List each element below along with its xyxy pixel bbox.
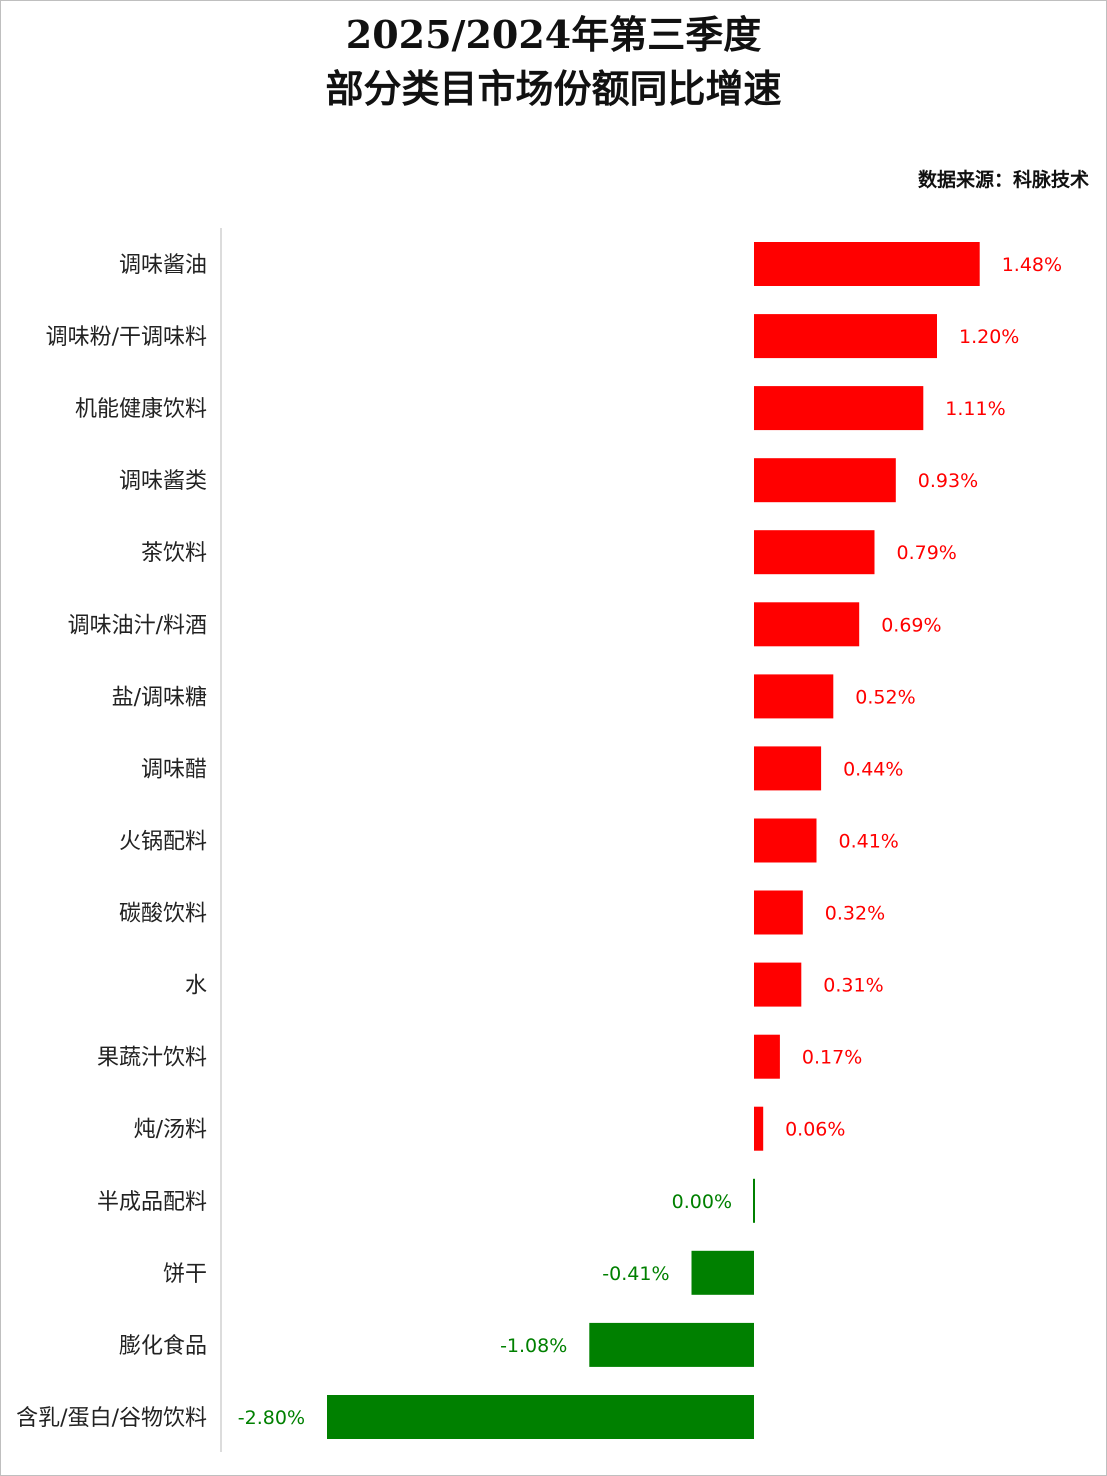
bar-10 <box>754 962 802 1007</box>
value-label-12: 0.06% <box>785 1119 845 1141</box>
value-label-11: 0.17% <box>802 1047 862 1069</box>
bar-7 <box>754 746 822 791</box>
bars <box>327 242 980 1439</box>
category-label-8: 火锅配料 <box>119 830 207 855</box>
category-label-15: 膨化食品 <box>119 1334 207 1359</box>
bar-13 <box>753 1178 755 1223</box>
category-label-1: 调味粉/干调味料 <box>46 325 207 350</box>
category-label-13: 半成品配料 <box>97 1190 207 1215</box>
value-label-5: 0.69% <box>881 614 941 636</box>
bar-1 <box>754 314 937 359</box>
bar-2 <box>754 386 924 431</box>
bar-4 <box>754 530 875 575</box>
bar-11 <box>754 1034 780 1079</box>
value-label-1: 1.20% <box>959 326 1019 348</box>
bar-16 <box>327 1395 754 1439</box>
value-label-6: 0.52% <box>855 686 915 708</box>
bar-0 <box>754 242 980 286</box>
bar-14 <box>691 1250 754 1295</box>
value-label-4: 0.79% <box>897 542 957 564</box>
value-label-8: 0.41% <box>839 831 899 853</box>
category-labels: 调味酱油调味粉/干调味料机能健康饮料调味酱类茶饮料调味油汁/料酒盐/调味糖调味醋… <box>16 253 207 1431</box>
value-label-14: -0.41% <box>602 1263 669 1285</box>
bar-12 <box>754 1106 764 1151</box>
value-label-3: 0.93% <box>918 470 978 492</box>
value-label-15: -1.08% <box>500 1335 567 1357</box>
bar-9 <box>754 890 803 935</box>
bar-5 <box>754 602 860 647</box>
category-label-7: 调味醋 <box>141 757 207 782</box>
category-label-10: 水 <box>185 974 207 999</box>
value-label-7: 0.44% <box>843 758 903 780</box>
value-label-13: 0.00% <box>672 1191 732 1213</box>
category-label-16: 含乳/蛋白/谷物饮料 <box>16 1406 207 1431</box>
category-label-14: 饼干 <box>163 1262 207 1287</box>
bar-8 <box>754 818 817 863</box>
category-label-0: 调味酱油 <box>119 253 207 278</box>
category-label-4: 茶饮料 <box>141 541 207 566</box>
value-label-0: 1.48% <box>1002 254 1062 276</box>
value-label-9: 0.32% <box>825 903 885 925</box>
data-source-note: 数据来源：科脉技术 <box>917 169 1089 191</box>
category-label-5: 调味油汁/料酒 <box>68 613 207 638</box>
value-label-2: 1.11% <box>945 398 1005 420</box>
category-label-6: 盐/调味糖 <box>112 685 207 710</box>
category-label-2: 机能健康饮料 <box>75 397 207 422</box>
category-label-11: 果蔬汁饮料 <box>97 1046 207 1071</box>
category-label-3: 调味酱类 <box>119 469 207 494</box>
chart-title: 2025/2024年第三季度 部分类目市场份额同比增速 <box>0 8 1107 116</box>
category-label-12: 炖/汤料 <box>134 1118 207 1143</box>
category-label-9: 碳酸饮料 <box>119 902 207 927</box>
bar-3 <box>754 458 896 503</box>
bar-15 <box>589 1322 754 1367</box>
value-label-10: 0.31% <box>823 975 883 997</box>
chart-title-line-1: 2025/2024年第三季度 <box>345 12 762 57</box>
value-labels: 1.48% 1.20% 1.11% 0.93% 0.79% 0.69% 0.52% 0.44%… <box>238 254 1062 1429</box>
chart-title-line-2: 部分类目市场份额同比增速 <box>325 66 782 111</box>
value-label-16: -2.80% <box>238 1407 305 1429</box>
bar-6 <box>754 674 834 719</box>
